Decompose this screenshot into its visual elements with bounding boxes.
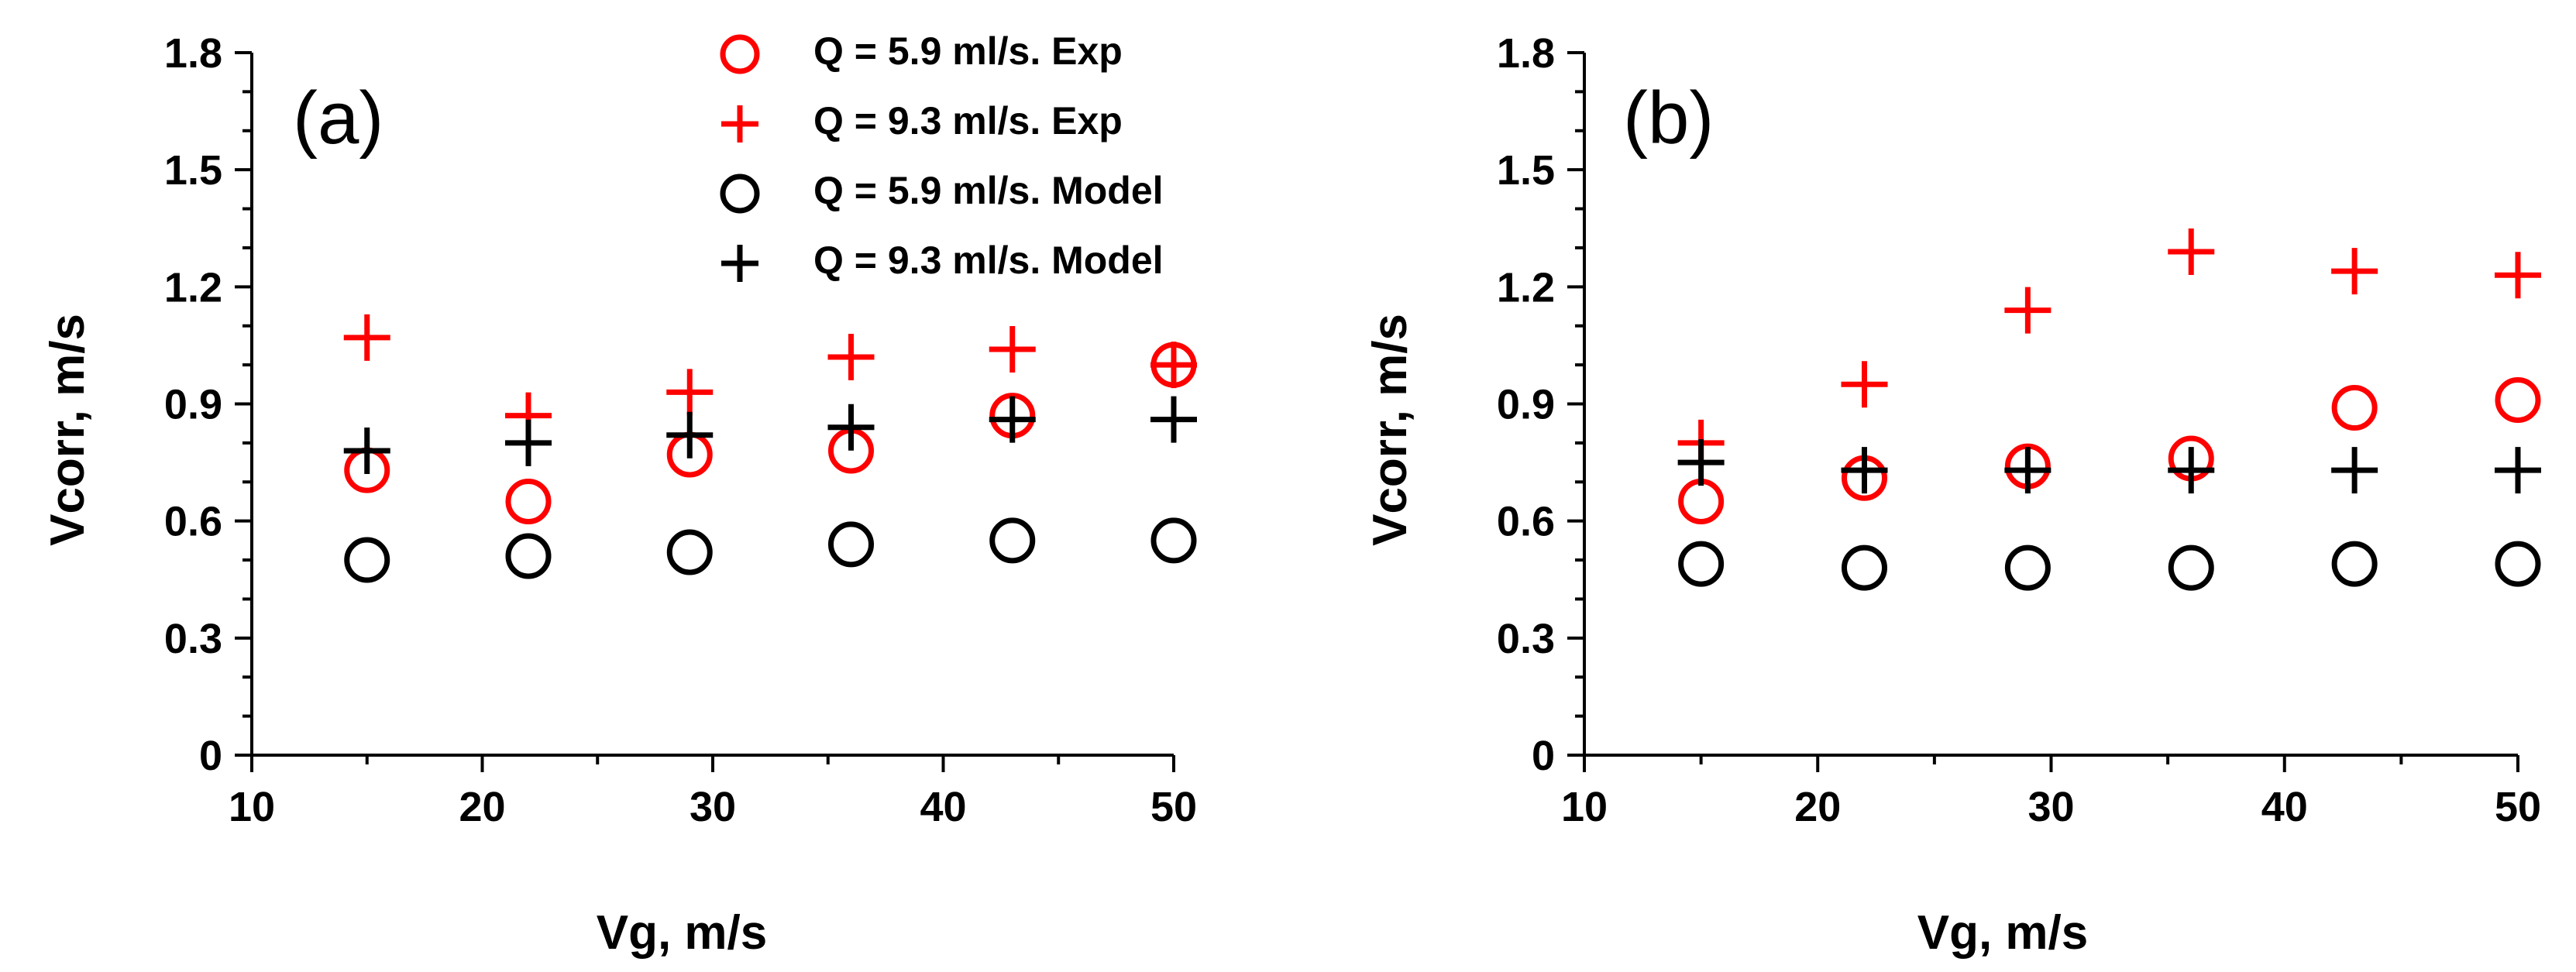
- panel-a-x-tick-label: 20: [459, 784, 505, 830]
- panel-b-series-2-point: [2495, 252, 2541, 299]
- panel-a-series-3-point: [666, 529, 713, 575]
- panel-a-series-4-point: [1150, 396, 1197, 443]
- panel-a-series-4-point: [827, 404, 875, 451]
- panel-a-y-tick-label: 0.3: [164, 616, 222, 662]
- panel-a-series-4-point: [343, 427, 390, 474]
- panel-b-y-tick-label: 0.9: [1497, 382, 1555, 428]
- panel-a-x-tick-label: 10: [229, 784, 275, 830]
- legend-marker-2: [721, 105, 758, 143]
- panel-b-y-tick-label: 1.8: [1497, 30, 1555, 77]
- panel-a-series-2-point: [989, 325, 1036, 373]
- legend-label-model-9-3: Q = 9.3 ml/s. Model: [813, 239, 1164, 282]
- panel-b-series-1-point: [1678, 478, 1725, 524]
- panel-b-x-axis-title: Vg, m/s: [1917, 906, 2089, 960]
- panel-a-y-tick-label: 1.5: [164, 147, 222, 194]
- panel-a-series-2-point: [1150, 342, 1197, 389]
- panel-b-series-4-point: [2004, 447, 2052, 494]
- panel-b-x-tick-label: 30: [2027, 784, 2074, 830]
- panel-b-x-tick-label: 40: [2261, 784, 2308, 830]
- panel-b-series-3-point: [1842, 544, 1887, 591]
- panel-b-label: (b): [1623, 77, 1714, 160]
- panel-b-series-4-point: [2168, 447, 2215, 494]
- panel-a-series-3-point: [989, 517, 1036, 564]
- panel-b-x-tick-label: 20: [1794, 784, 1841, 830]
- panel-b-series-2-point: [2331, 248, 2378, 295]
- panel-b-series-4-point: [1841, 447, 1888, 494]
- panel-b-y-tick-label: 0.3: [1497, 616, 1555, 662]
- panel-b-y-tick-label: 0.6: [1497, 499, 1555, 545]
- legend-marker-4: [721, 245, 758, 282]
- panel-a-series-4-point: [989, 396, 1036, 443]
- legend-label-model-5-9: Q = 5.9 ml/s. Model: [813, 169, 1164, 212]
- panel-a-series-3-point: [505, 533, 552, 579]
- legend: Q = 5.9 ml/s. Exp Q = 9.3 ml/s. Exp Q = …: [720, 29, 1164, 282]
- panel-b-series-2-point: [2004, 287, 2052, 334]
- panel-a-x-tick-label: 30: [690, 784, 736, 830]
- panel-a-series-3-point: [828, 521, 874, 568]
- panel-b-series-3-point: [2004, 544, 2051, 591]
- legend-label-exp-5-9: Q = 5.9 ml/s. Exp: [813, 29, 1123, 73]
- panel-a-series-3-point: [344, 537, 390, 583]
- panel-a-series-4-point: [505, 419, 552, 466]
- panel-a-x-tick-label: 40: [920, 784, 966, 830]
- panel-b-series-3-point: [1678, 541, 1725, 587]
- panel-b: (b) Vg, m/s Vcorr, m/s 0 0.3 0.6 0.9 1.2 1.5 1…: [1364, 30, 2541, 960]
- panel-a-y-tick-label: 0: [199, 733, 222, 779]
- panel-a: (a) Vg, m/s Vcorr, m/s 0 0.3 0.6 0.9 1.2 1.5 1…: [0, 0, 1286, 972]
- panel-b-series-3-point: [2495, 541, 2541, 587]
- panel-b-y-axis-title: Vcorr, m/s: [1364, 314, 1417, 546]
- panel-a-y-tick-label: 0.9: [164, 382, 222, 428]
- panel-b-series-3-point: [2331, 541, 2378, 587]
- panel-a-y-axis-title: Vcorr, m/s: [41, 314, 95, 546]
- panel-a-series-2-point: [666, 369, 714, 416]
- panel-b-series-3-point: [2168, 544, 2214, 591]
- panel-a-label: (a): [293, 77, 383, 160]
- panel-a-x-tick-label: 50: [1150, 784, 1197, 830]
- panel-b-series-2-point: [1841, 361, 1888, 408]
- panel-b-series-2-point: [2168, 228, 2215, 275]
- panel-b-series-1-point: [2331, 385, 2378, 431]
- panel-a-series-2-point: [343, 314, 390, 361]
- panel-a-series-3-point: [1150, 517, 1197, 564]
- panel-a-x-axis-title: Vg, m/s: [597, 906, 768, 960]
- panel-b-series-1-point: [2495, 376, 2541, 423]
- legend-marker-3: [720, 173, 760, 214]
- panel-b-y-tick-label: 1.2: [1497, 264, 1555, 311]
- panel-b-x-tick-label: 50: [2495, 784, 2541, 830]
- panel-a-y-tick-label: 1.8: [164, 30, 222, 77]
- panel-a-background: [0, 0, 1286, 972]
- panel-a-series-4-point: [666, 411, 714, 459]
- panel-b-series-4-point: [2331, 447, 2378, 494]
- panel-b-series-4-point: [2495, 447, 2541, 494]
- legend-label-exp-9-3: Q = 9.3 ml/s. Exp: [813, 99, 1123, 143]
- panel-a-series-2-point: [827, 334, 875, 381]
- panel-a-y-tick-label: 0.6: [164, 499, 222, 545]
- legend-marker-1: [720, 34, 760, 74]
- panel-a-y-tick-label: 1.2: [164, 264, 222, 311]
- panel-b-y-tick-label: 0: [1532, 733, 1555, 779]
- panel-b-series-4-point: [1677, 439, 1725, 486]
- panel-a-series-1-point: [505, 478, 552, 524]
- panel-b-y-tick-label: 1.5: [1497, 147, 1555, 194]
- panel-b-x-tick-label: 10: [1561, 784, 1608, 830]
